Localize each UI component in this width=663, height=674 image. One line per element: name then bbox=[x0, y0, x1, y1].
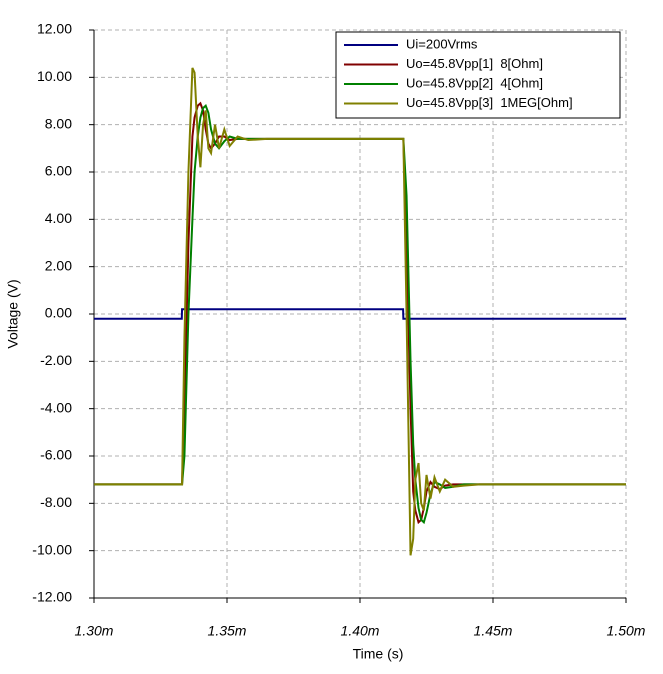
series-line bbox=[94, 67, 626, 556]
y-tick-label: -2.00 bbox=[40, 352, 72, 368]
legend-label: Uo=45.8Vpp[3] 1MEG[Ohm] bbox=[406, 95, 573, 110]
legend-label: Uo=45.8Vpp[2] 4[Ohm] bbox=[406, 75, 543, 90]
y-tick-label: -6.00 bbox=[40, 447, 72, 463]
y-tick-label: 6.00 bbox=[45, 163, 72, 179]
y-tick-label: -10.00 bbox=[32, 541, 72, 557]
x-tick-label: 1.50m bbox=[607, 623, 646, 639]
x-tick-label: 1.30m bbox=[75, 623, 114, 639]
y-tick-label: 2.00 bbox=[45, 257, 72, 273]
y-axis-label: Voltage (V) bbox=[5, 279, 21, 348]
x-tick-label: 1.35m bbox=[208, 623, 247, 639]
y-tick-label: 0.00 bbox=[45, 305, 72, 321]
x-tick-label: 1.40m bbox=[341, 623, 380, 639]
series-line bbox=[94, 308, 626, 320]
x-tick-label: 1.45m bbox=[474, 623, 513, 639]
y-tick-label: 4.00 bbox=[45, 210, 72, 226]
legend-label: Ui=200Vrms bbox=[406, 36, 478, 51]
y-tick-label: 10.00 bbox=[37, 68, 72, 84]
y-tick-label: -12.00 bbox=[32, 589, 72, 605]
y-tick-label: -4.00 bbox=[40, 399, 72, 415]
x-axis-label: Time (s) bbox=[353, 646, 404, 662]
y-tick-label: 12.00 bbox=[37, 21, 72, 37]
y-tick-label: 8.00 bbox=[45, 115, 72, 131]
legend-label: Uo=45.8Vpp[1] 8[Ohm] bbox=[406, 56, 543, 71]
y-tick-label: -8.00 bbox=[40, 494, 72, 510]
